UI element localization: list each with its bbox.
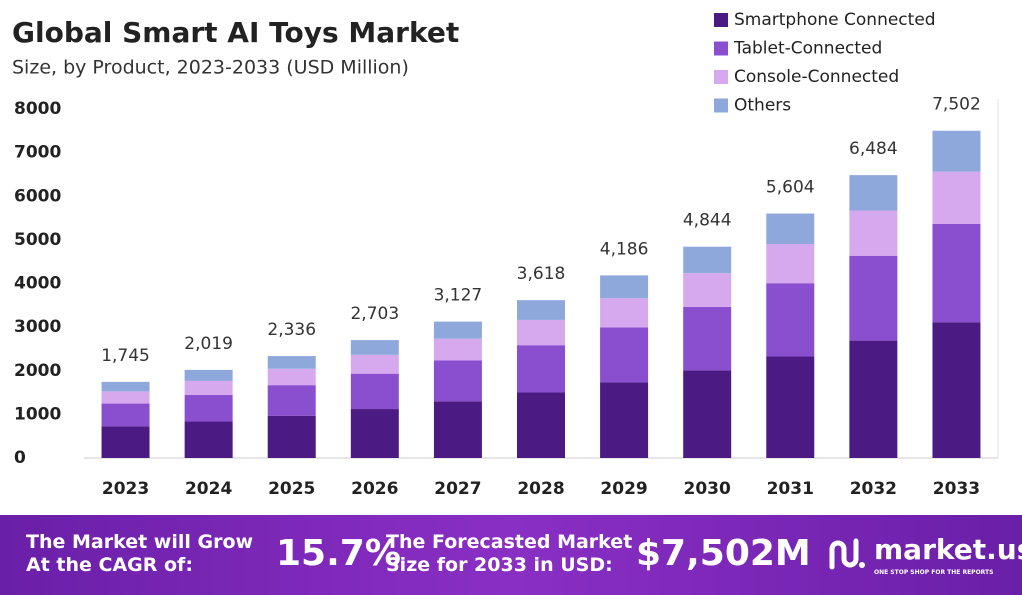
y-tick-label: 1000 <box>14 404 61 424</box>
total-label: 5,604 <box>766 178 815 198</box>
x-tick-label: 2029 <box>600 479 647 499</box>
bar-segment <box>683 370 732 458</box>
total-label: 2,336 <box>267 320 316 340</box>
forecast-line: The Forecasted Market <box>386 531 633 553</box>
bar-segment <box>766 244 815 284</box>
forecast-text: The Forecasted Market Size for 2033 in US… <box>386 531 632 577</box>
bar-segment <box>932 322 981 458</box>
cagr-line: At the CAGR of: <box>26 554 193 576</box>
total-label: 4,844 <box>683 211 732 231</box>
y-tick-label: 6000 <box>14 186 61 206</box>
legend-label: Console-Connected <box>734 67 899 87</box>
bar-segment <box>350 409 399 458</box>
y-tick-label: 8000 <box>14 99 61 119</box>
total-label: 3,127 <box>434 286 483 306</box>
x-tick-label: 2028 <box>517 479 564 499</box>
total-label: 3,618 <box>517 264 566 284</box>
forecast-line: Size for 2033 in USD: <box>386 554 613 576</box>
bar-segment <box>433 338 482 361</box>
brand-logo <box>829 538 865 570</box>
footer: The Market will Grow At the CAGR of: 15.7… <box>0 515 1022 595</box>
bar-segment <box>184 395 233 422</box>
x-tick-label: 2032 <box>850 479 897 499</box>
bar-segment <box>101 403 150 427</box>
x-tick-label: 2025 <box>268 479 315 499</box>
bar-segment <box>101 381 150 392</box>
bar-segment <box>517 392 565 458</box>
bar-segment <box>849 340 898 458</box>
bar-segment <box>849 175 898 211</box>
chart-title: Global Smart AI Toys Market <box>12 16 459 49</box>
bar-segment <box>433 321 482 339</box>
bar-segment <box>932 130 981 172</box>
bar-segment <box>600 327 649 383</box>
bar-segment <box>600 298 649 328</box>
bar-segment <box>932 171 981 224</box>
bar-segment <box>267 415 316 458</box>
tagline: ONE STOP SHOP FOR THE REPORTS <box>874 569 994 576</box>
bar-segment <box>433 360 482 402</box>
bar-segment <box>766 213 815 245</box>
total-label: 4,186 <box>600 239 649 259</box>
y-tick-label: 0 <box>14 448 26 468</box>
bar-segment <box>683 306 732 371</box>
bar-segment <box>600 382 649 458</box>
bar-segment <box>101 426 150 458</box>
chart-subtitle: Size, by Product, 2023-2033 (USD Million… <box>12 57 409 79</box>
total-label: 2,019 <box>184 334 233 354</box>
bar-segment <box>766 283 815 357</box>
bar-segment <box>517 345 565 393</box>
total-label: 2,703 <box>350 304 399 324</box>
y-tick-label: 7000 <box>14 143 61 163</box>
bar-segment <box>600 275 649 299</box>
total-label: 7,502 <box>932 95 981 115</box>
cagr-line: The Market will Grow <box>26 531 254 553</box>
legend-swatch <box>714 41 728 56</box>
total-label: 1,745 <box>101 346 150 366</box>
x-tick-label: 2033 <box>933 479 980 499</box>
total-label: 6,484 <box>849 139 898 159</box>
bar-segment <box>350 340 399 355</box>
x-tick-label: 2026 <box>351 479 398 499</box>
bar-segment <box>184 380 233 396</box>
bar-segment <box>350 354 399 374</box>
bar-segment <box>267 368 316 386</box>
bar-segment <box>517 319 565 346</box>
bar-segment <box>683 273 732 307</box>
cagr-text: The Market will Grow At the CAGR of: <box>26 531 253 577</box>
forecast-value: $7,502M <box>636 533 811 574</box>
x-tick-label: 2024 <box>185 479 232 499</box>
legend-swatch <box>714 98 728 113</box>
legend-swatch <box>714 13 728 27</box>
bar-segment <box>683 246 732 274</box>
bar-segment <box>350 373 399 410</box>
bar-segment <box>101 391 150 404</box>
x-tick-label: 2023 <box>102 479 149 499</box>
bar-segment <box>766 356 815 458</box>
bar-segment <box>849 210 898 256</box>
bar-segment <box>267 385 316 416</box>
cagr-value: 15.7% <box>276 533 401 574</box>
y-tick-label: 3000 <box>14 317 61 337</box>
bar-segment <box>184 421 233 458</box>
y-tick-label: 5000 <box>14 230 61 250</box>
x-tick-label: 2030 <box>684 479 731 499</box>
x-tick-label: 2031 <box>767 479 814 499</box>
legend-swatch <box>714 70 728 84</box>
bar-segment <box>433 401 482 458</box>
legend-label: Others <box>734 96 791 116</box>
bar-segment <box>932 223 981 323</box>
legend-label: Smartphone Connected <box>734 10 936 30</box>
bar-segment <box>517 300 565 320</box>
brand: market.us <box>874 533 1022 566</box>
bar-segment <box>849 255 898 341</box>
y-tick-label: 4000 <box>14 274 61 294</box>
legend-label: Tablet-Connected <box>733 39 882 59</box>
y-tick-label: 2000 <box>14 361 61 381</box>
bar-segment <box>267 356 316 369</box>
chart: Global Smart AI Toys Market Size, by Pro… <box>12 10 999 499</box>
bar-segment <box>184 369 233 381</box>
x-tick-label: 2027 <box>434 479 481 499</box>
